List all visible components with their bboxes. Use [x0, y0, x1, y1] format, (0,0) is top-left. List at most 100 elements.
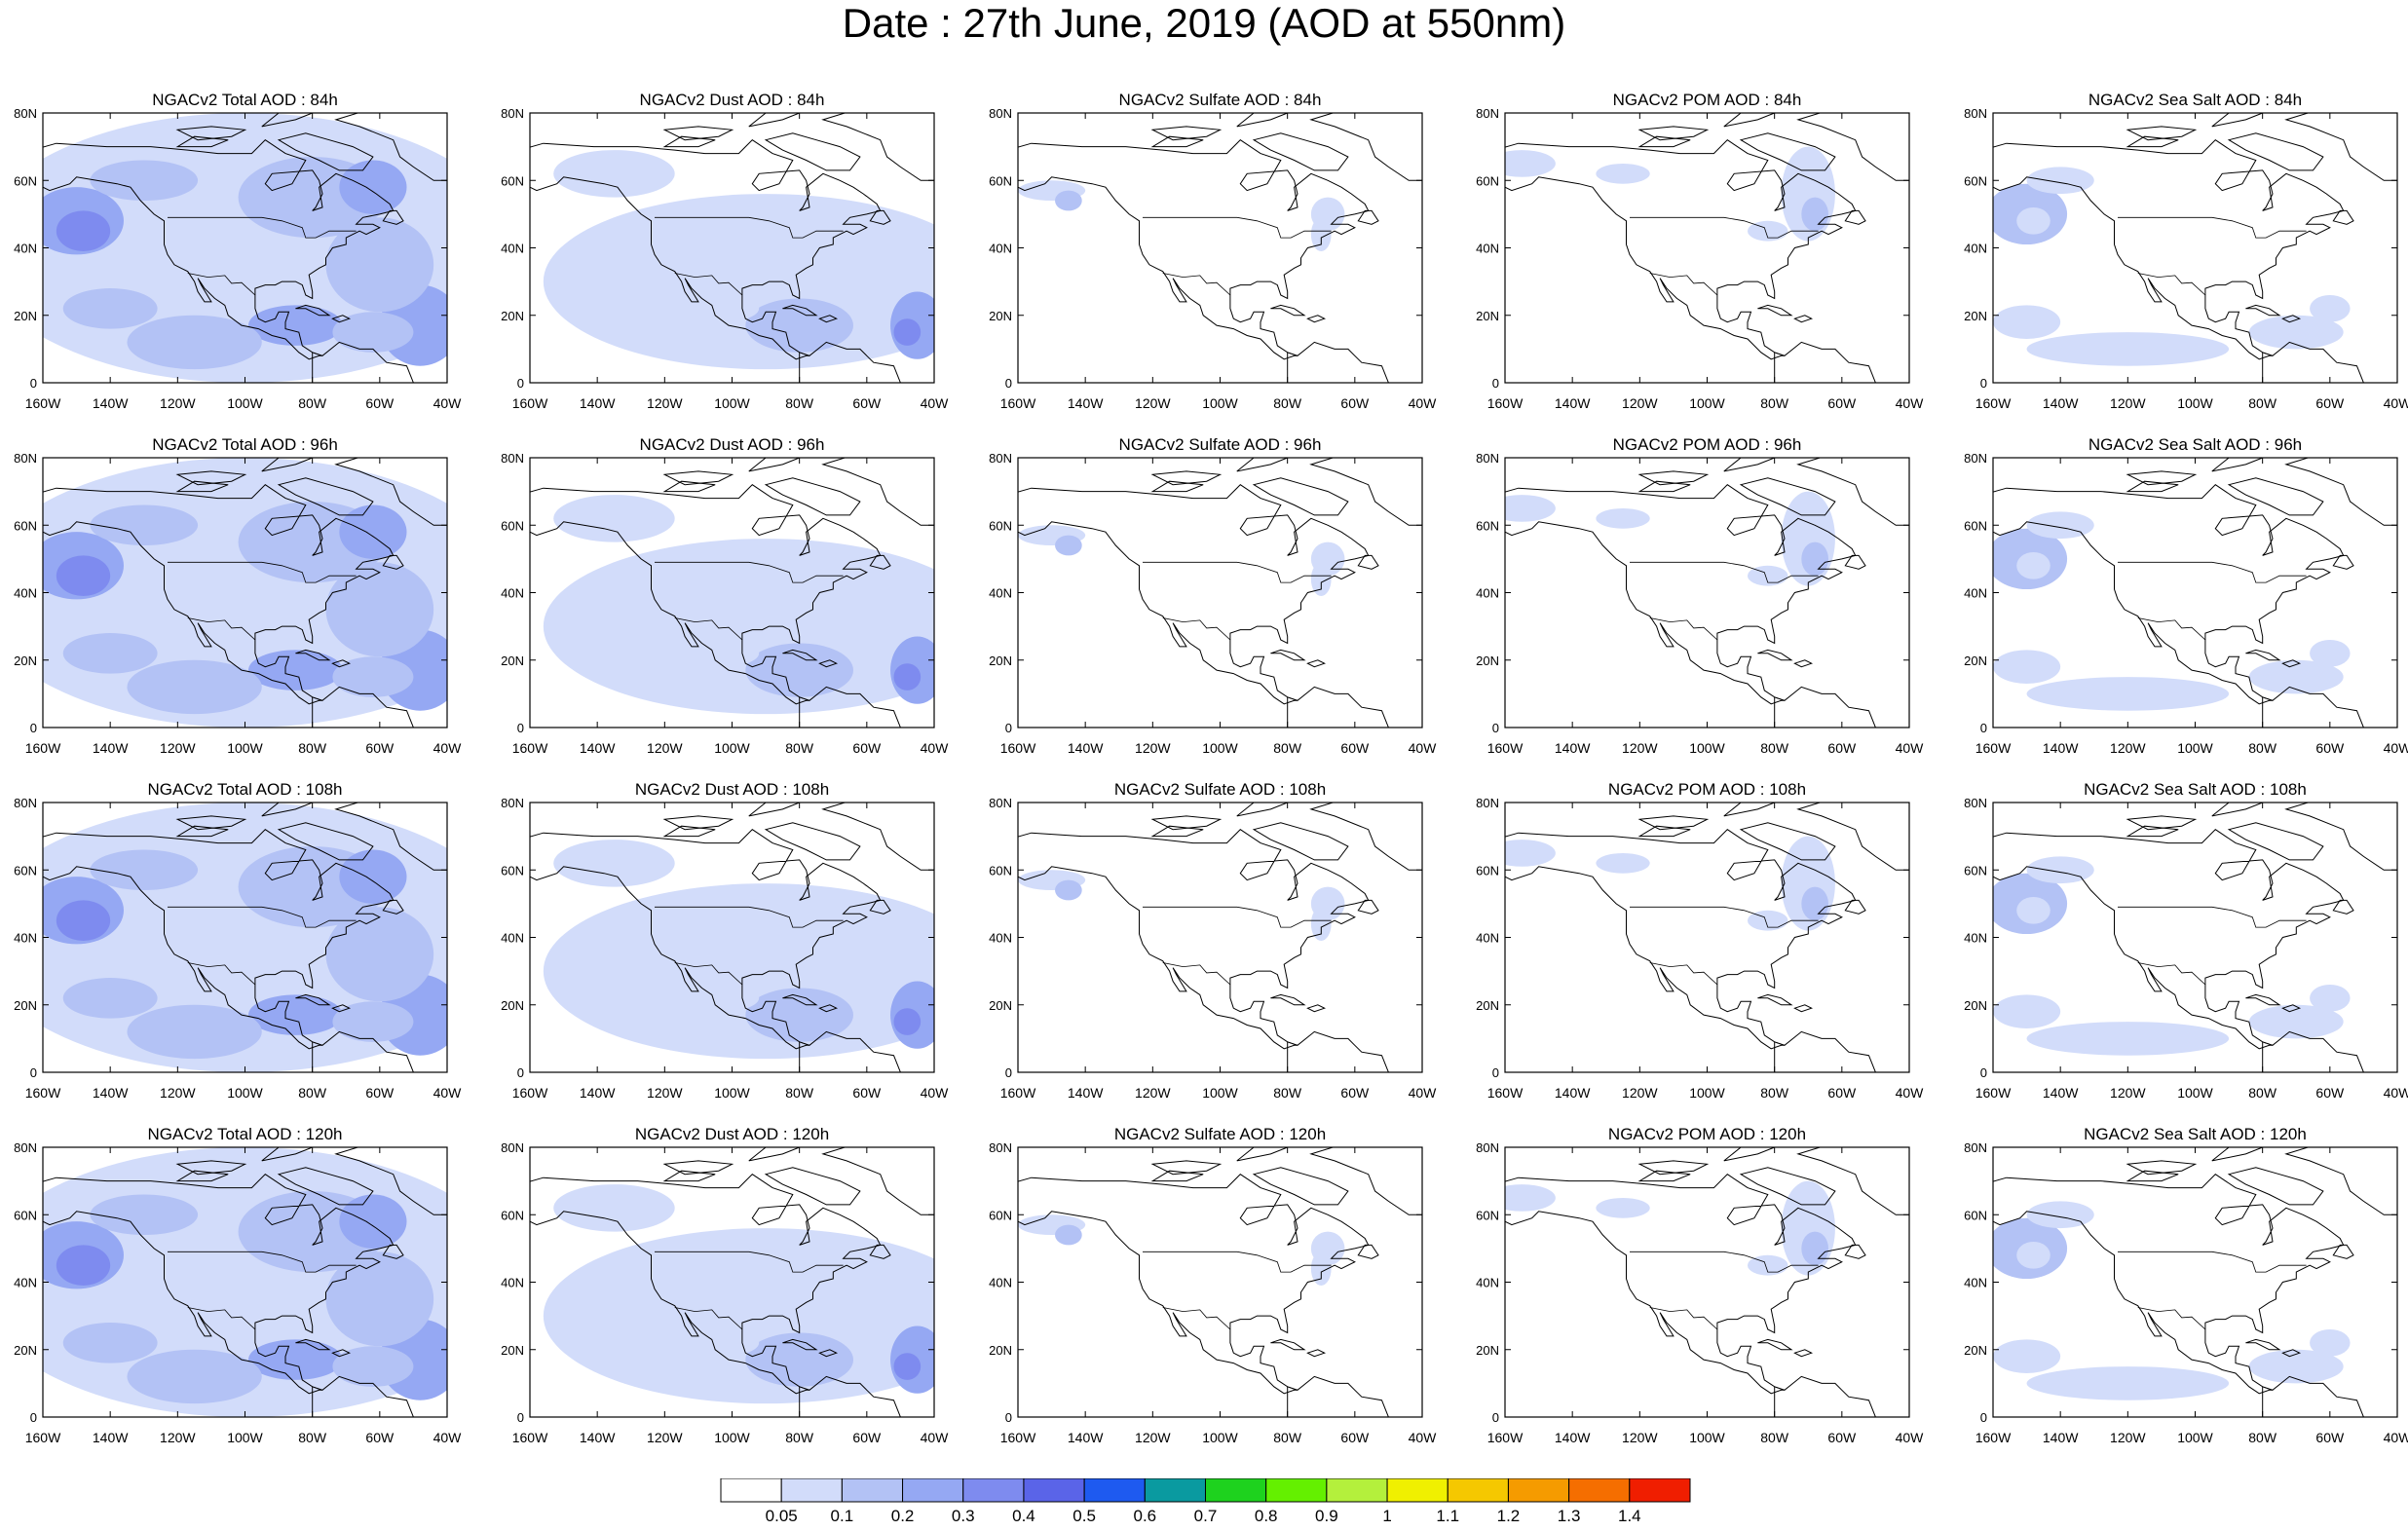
- aod-patch: [2248, 1004, 2344, 1039]
- lon-tick-label: 160W: [1975, 395, 2012, 411]
- lat-tick-label: 0: [1980, 376, 1987, 391]
- colorbar-label: 0.2: [891, 1507, 915, 1525]
- aod-patch: [339, 504, 407, 559]
- lat-tick-label: 20N: [1476, 309, 1499, 323]
- aod-patch: [637, 291, 760, 326]
- lat-tick-label: 0: [1980, 721, 1987, 735]
- aod-patch: [1748, 910, 1788, 931]
- aod-patch: [90, 160, 199, 202]
- lat-tick-label: 20N: [1476, 1343, 1499, 1358]
- country-border: [1143, 1251, 1332, 1273]
- lon-tick-label: 140W: [1555, 1430, 1591, 1445]
- aod-patch: [2026, 167, 2094, 195]
- country-border: [168, 216, 357, 239]
- aod-patch: [332, 656, 414, 697]
- lat-tick-label: 60N: [1964, 1208, 1987, 1222]
- colorbar-swatch: [962, 1478, 1025, 1503]
- panel-title: NGACv2 Dust AOD : 120h: [635, 1125, 829, 1143]
- aod-patch: [247, 1339, 343, 1380]
- lat-tick-label: 20N: [501, 309, 524, 323]
- lat-tick-label: 60N: [1964, 518, 1987, 533]
- coastline: [43, 803, 447, 1072]
- country-border: [655, 216, 844, 239]
- country-border: [187, 1307, 256, 1330]
- lon-tick-label: 80W: [785, 1085, 814, 1101]
- lon-tick-label: 140W: [2043, 740, 2079, 756]
- lat-tick-label: 40N: [989, 242, 1012, 256]
- aod-patch: [893, 318, 922, 346]
- lat-tick-label: 60N: [14, 863, 37, 878]
- lon-tick-label: 140W: [93, 1085, 129, 1101]
- lon-tick-label: 80W: [1760, 395, 1789, 411]
- aod-patch: [637, 1326, 760, 1361]
- country-border: [655, 1251, 844, 1273]
- lon-tick-label: 140W: [1555, 1085, 1591, 1101]
- lat-tick-label: 60N: [501, 518, 524, 533]
- lat-tick-label: 0: [30, 376, 37, 391]
- colorbar-swatch: [1507, 1478, 1570, 1503]
- lon-tick-label: 80W: [1760, 740, 1789, 756]
- lat-tick-label: 60N: [501, 173, 524, 188]
- aod-patch: [56, 555, 111, 596]
- lon-tick-label: 160W: [1975, 1430, 2012, 1445]
- panel-title: NGACv2 Total AOD : 84h: [152, 91, 338, 109]
- aod-patch: [893, 663, 922, 691]
- lon-tick-label: 100W: [227, 1430, 263, 1445]
- lon-tick-label: 100W: [227, 1085, 263, 1101]
- lon-tick-label: 80W: [1273, 1430, 1302, 1445]
- lat-tick-label: 40N: [1476, 1276, 1499, 1290]
- aod-patch: [553, 495, 675, 542]
- lon-tick-label: 40W: [1409, 1085, 1438, 1101]
- country-border: [1162, 962, 1231, 986]
- colorbar-swatch: [1023, 1478, 1085, 1503]
- lon-tick-label: 100W: [714, 1085, 750, 1101]
- coastline: [1018, 113, 1422, 383]
- coastline: [1993, 458, 2397, 728]
- aod-patch: [553, 1184, 675, 1232]
- lon-tick-label: 120W: [647, 395, 683, 411]
- lat-tick-label: 60N: [1476, 173, 1499, 188]
- lat-tick-label: 80N: [14, 796, 37, 810]
- lon-tick-label: 40W: [2384, 1430, 2408, 1445]
- aod-patch: [62, 1323, 158, 1363]
- country-border: [168, 561, 357, 583]
- aod-patch: [1748, 220, 1788, 242]
- aod-patch: [1801, 886, 1828, 921]
- lon-tick-label: 60W: [852, 740, 882, 756]
- lon-tick-label: 120W: [647, 1430, 683, 1445]
- lon-tick-label: 120W: [2110, 740, 2146, 756]
- lon-tick-label: 60W: [1827, 1430, 1857, 1445]
- lon-tick-label: 100W: [2177, 1085, 2213, 1101]
- aod-patch: [1993, 1339, 2061, 1373]
- aod-patch: [56, 900, 111, 941]
- aod-patch: [127, 1349, 262, 1404]
- lon-tick-label: 120W: [160, 1430, 196, 1445]
- lat-tick-label: 20N: [989, 998, 1012, 1013]
- lat-tick-label: 40N: [1964, 242, 1987, 256]
- aod-patch: [2016, 1241, 2051, 1269]
- lon-tick-label: 160W: [25, 740, 61, 756]
- lon-tick-label: 60W: [1340, 1430, 1370, 1445]
- lon-tick-label: 60W: [2315, 1430, 2345, 1445]
- country-border: [1649, 962, 1718, 986]
- country-border: [1630, 1251, 1819, 1273]
- lon-tick-label: 60W: [365, 395, 395, 411]
- lat-tick-label: 20N: [1964, 309, 1987, 323]
- lon-tick-label: 120W: [160, 1085, 196, 1101]
- lat-tick-label: 80N: [1476, 106, 1499, 121]
- country-border: [168, 906, 357, 928]
- aod-patch: [1310, 907, 1332, 941]
- colorbar-label: 1.3: [1558, 1507, 1581, 1525]
- lat-tick-label: 20N: [989, 309, 1012, 323]
- aod-field: [1018, 1214, 1345, 1286]
- aod-patch: [553, 840, 675, 887]
- lon-tick-label: 140W: [2043, 395, 2079, 411]
- colorbar-swatch: [902, 1478, 964, 1503]
- aod-field: [43, 1147, 447, 1417]
- lon-tick-label: 160W: [512, 1430, 548, 1445]
- aod-patch: [2310, 639, 2351, 667]
- aod-patch: [127, 659, 262, 715]
- aod-patch: [1505, 495, 1556, 522]
- lon-tick-label: 140W: [1068, 1085, 1104, 1101]
- lat-tick-label: 0: [1492, 1065, 1499, 1080]
